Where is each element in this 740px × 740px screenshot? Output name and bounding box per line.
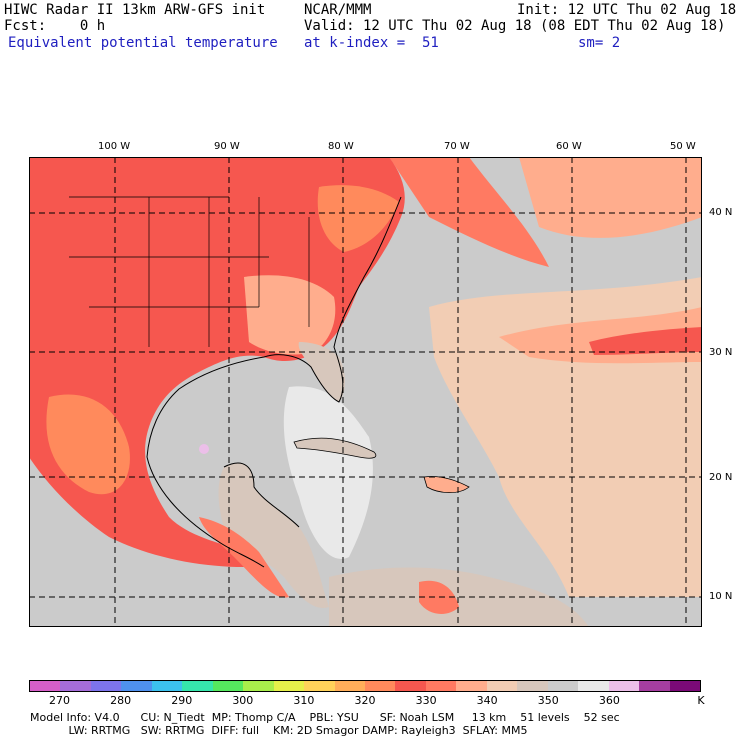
us-east-coastline <box>146 196 402 458</box>
header-model-title: HIWC Radar II 13km ARW-GFS init <box>4 2 266 18</box>
footer-model-info: Model Info: V4.0 CU: N_Tiedt MP: Thomp C… <box>30 711 620 724</box>
lon-label-50w: 50 W <box>670 141 696 152</box>
central-america-hot <box>199 517 289 598</box>
theta-e-map <box>29 157 702 627</box>
colorbar-segment <box>639 681 670 691</box>
atlantic-pink-patch <box>519 157 702 238</box>
colorbar-label: 310 <box>293 694 315 707</box>
lat-label-20n: 20 N <box>709 472 733 483</box>
lon-label-100w: 100 W <box>98 141 131 152</box>
colorbar-label: 280 <box>110 694 132 707</box>
header-organization: NCAR/MMM <box>304 2 372 18</box>
state-boundaries <box>69 196 310 347</box>
colorbar-segment <box>517 681 548 691</box>
colorbar-label: K <box>697 694 705 707</box>
lat-label-40n: 40 N <box>709 207 733 218</box>
colorbar-label: 350 <box>537 694 559 707</box>
header-valid-time: Valid: 12 UTC Thu 02 Aug 18 (08 EDT Thu … <box>304 18 726 34</box>
colorbar-segment <box>425 681 457 691</box>
lon-label-90w: 90 W <box>214 141 240 152</box>
header-init-time: Init: 12 UTC Thu 02 Aug 18 <box>517 2 737 18</box>
colorbar-label: 320 <box>354 694 376 707</box>
footer-physics-info: LW: RRTMG SW: RRTMG DIFF: full KM: 2D Sm… <box>30 724 528 737</box>
lon-label-60w: 60 W <box>556 141 582 152</box>
colorbar-segment <box>30 681 61 691</box>
colorbar-segment <box>151 681 183 691</box>
colorbar-label: 300 <box>232 694 254 707</box>
header-smoothing: sm= 2 <box>578 35 621 51</box>
colorbar-segment <box>212 681 244 691</box>
lon-label-80w: 80 W <box>328 141 354 152</box>
mexico-lavender-spot <box>199 444 209 454</box>
lat-label-10n: 10 N <box>709 591 733 602</box>
colorbar-label: 330 <box>415 694 437 707</box>
colorbar-segment <box>395 681 426 691</box>
colorbar-segment <box>273 681 305 691</box>
colorbar-segment <box>456 681 487 691</box>
header-k-index: at k-index = 51 <box>304 35 439 51</box>
colorbar-segment <box>547 681 579 691</box>
mexico-interior <box>46 394 130 495</box>
colorbar-segment <box>486 681 518 691</box>
colorbar-segment <box>182 681 213 691</box>
map-canvas <box>29 157 702 627</box>
gulf-stream-band <box>389 157 549 267</box>
map-frame <box>29 157 702 627</box>
colorbar-segment <box>243 681 274 691</box>
colorbar-segment <box>578 681 609 691</box>
southeast-us <box>244 275 336 355</box>
lat-label-30n: 30 N <box>709 347 733 358</box>
header-forecast-hour: Fcst: 0 h <box>4 18 106 34</box>
colorbar-label: 360 <box>598 694 620 707</box>
atlantic-hot-streak <box>589 327 702 355</box>
colorbar-segment <box>364 681 396 691</box>
lon-label-70w: 70 W <box>444 141 470 152</box>
colorbar-label: 340 <box>476 694 498 707</box>
colorbar-segment <box>60 681 91 691</box>
florida <box>298 342 345 402</box>
yucatan-coastline <box>223 462 300 528</box>
colorbar-segment <box>121 681 152 691</box>
central-america <box>218 463 329 608</box>
colorbar-segment <box>90 681 122 691</box>
colorbar-label: 270 <box>49 694 71 707</box>
northeast-us <box>317 185 399 252</box>
colorbar-segment <box>608 681 640 691</box>
graticule <box>29 157 702 627</box>
cuba <box>293 437 377 459</box>
colorbar-segment <box>304 681 335 691</box>
colorbar-segment <box>334 681 365 691</box>
header-field-name: Equivalent potential temperature <box>8 35 278 51</box>
gulf-coastline <box>146 456 265 568</box>
colorbar-segment <box>669 681 700 691</box>
colorbar <box>29 680 701 692</box>
colorbar-label: 290 <box>171 694 193 707</box>
caribbean-light-area <box>283 386 373 559</box>
